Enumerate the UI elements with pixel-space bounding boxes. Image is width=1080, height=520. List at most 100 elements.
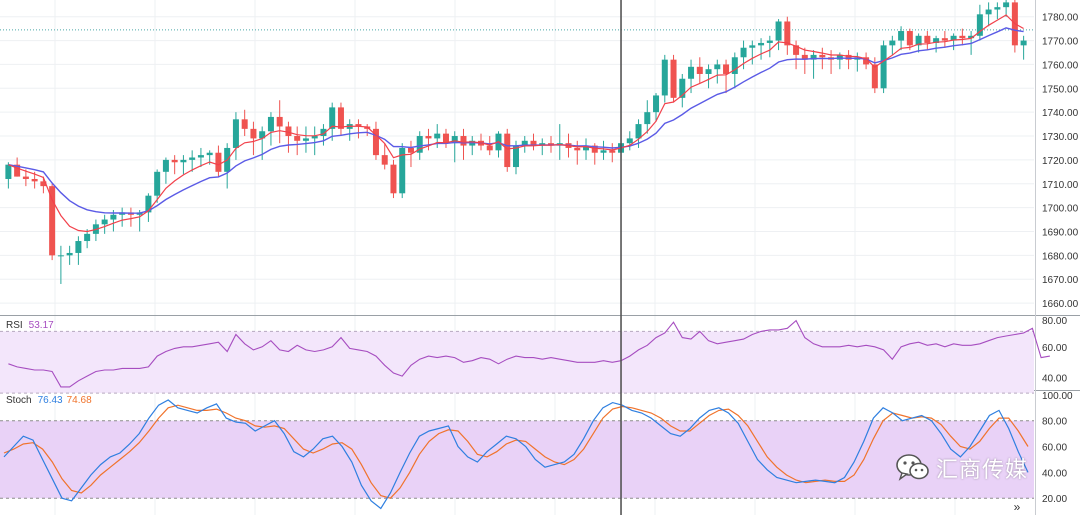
candle-body — [180, 159, 187, 163]
candle-body — [819, 54, 826, 58]
stoch-band — [0, 420, 1034, 499]
candle-body — [609, 150, 616, 153]
candle-body — [355, 124, 362, 127]
stoch-axis-tick: 40.00 — [1042, 468, 1067, 479]
candle-body — [740, 47, 747, 58]
stoch-axis-tick: 60.00 — [1042, 443, 1067, 454]
price-axis-tick: 1770.00 — [1042, 37, 1079, 48]
candle-body — [1020, 40, 1027, 46]
candle-body — [407, 147, 414, 153]
price-axis-tick: 1720.00 — [1042, 156, 1079, 167]
candle-body — [731, 57, 738, 74]
candle-body — [749, 45, 756, 48]
rsi-axis-tick: 80.00 — [1042, 316, 1067, 327]
candle-body — [197, 155, 204, 158]
stoch-k-line — [3, 399, 1029, 510]
candle-body — [84, 233, 91, 242]
candle-body — [670, 59, 677, 98]
candle-body — [723, 64, 730, 74]
candle-body — [1003, 2, 1010, 8]
candle-body — [241, 119, 248, 129]
price-axis-tick: 1680.00 — [1042, 251, 1079, 262]
candle-body — [863, 57, 870, 65]
candle-body — [889, 40, 896, 46]
candle-body — [880, 45, 887, 89]
candle-body — [162, 159, 169, 172]
candle-body — [644, 112, 651, 125]
candle-body — [758, 42, 765, 46]
candle-body — [31, 178, 38, 182]
candle-body — [521, 140, 528, 146]
ema-slow-line — [8, 27, 1024, 214]
candle-body — [793, 45, 800, 55]
watermark-text: 汇商传媒 — [936, 458, 1029, 483]
candle-body — [40, 181, 47, 187]
stoch-axis-tick: 20.00 — [1042, 494, 1067, 505]
candle-body — [486, 145, 493, 151]
candle-body — [101, 219, 108, 225]
candle-body — [416, 136, 423, 153]
candle-body — [22, 176, 29, 179]
candle-body — [775, 21, 782, 41]
candle-body — [460, 136, 467, 146]
candle-body — [381, 155, 388, 165]
candle-body — [294, 136, 301, 141]
price-axis-tick: 1690.00 — [1042, 227, 1079, 238]
price-axis-tick: 1740.00 — [1042, 108, 1079, 119]
candle-body — [976, 14, 983, 36]
candle-body — [425, 136, 432, 139]
candle-body — [49, 186, 56, 256]
price-axis-tick: 1750.00 — [1042, 84, 1079, 95]
candle-body — [451, 136, 458, 144]
double-chevron-right-icon[interactable]: » — [1013, 500, 1021, 514]
candle-body — [661, 59, 668, 96]
candle-body — [145, 195, 152, 213]
candle-body — [171, 159, 178, 163]
candle-body — [906, 31, 913, 46]
candle-body — [968, 35, 975, 39]
stoch-label: Stoch — [6, 395, 32, 406]
rsi-axis-tick: 40.00 — [1042, 374, 1067, 385]
candle-body — [959, 35, 966, 39]
candle-body — [504, 133, 511, 168]
candle-body — [276, 116, 283, 127]
candle-body — [259, 131, 266, 139]
price-axis-tick: 1700.00 — [1042, 204, 1079, 215]
candle-body — [14, 164, 21, 177]
rsi-axis-tick: 60.00 — [1042, 343, 1067, 354]
candle-body — [110, 214, 117, 220]
scroll-to-realtime-button[interactable]: » — [1008, 500, 1026, 515]
candle-body — [399, 147, 406, 194]
candle-body — [801, 54, 808, 60]
candle-body — [810, 54, 817, 60]
candle-body — [232, 119, 239, 148]
candle-body — [626, 138, 633, 144]
candle-body — [941, 38, 948, 41]
price-axis-tick: 1660.00 — [1042, 299, 1079, 310]
price-axis-tick: 1760.00 — [1042, 60, 1079, 71]
candle-body — [442, 133, 449, 144]
rsi-legend: RSI 53.17 — [6, 320, 54, 331]
candle-body — [285, 126, 292, 137]
candle-body — [915, 35, 922, 46]
candle-body — [302, 138, 309, 141]
candle-body — [583, 145, 590, 151]
candle-body — [845, 54, 852, 60]
candle-body — [574, 147, 581, 151]
candle-body — [337, 107, 344, 129]
candle-body — [57, 255, 64, 257]
stoch-d-value: 74.68 — [66, 395, 92, 406]
candle-body — [950, 35, 957, 41]
candle-body — [836, 54, 843, 60]
grid-lines — [0, 0, 1034, 515]
price-axis-tick: 1780.00 — [1042, 13, 1079, 24]
rsi-band — [0, 331, 1034, 394]
candles — [5, 0, 1027, 284]
candle-body — [5, 164, 12, 179]
rsi-value: 53.17 — [28, 320, 54, 331]
candle-body — [784, 21, 791, 46]
price-axis-tick: 1710.00 — [1042, 180, 1079, 191]
stoch-axis-tick: 80.00 — [1042, 417, 1067, 428]
